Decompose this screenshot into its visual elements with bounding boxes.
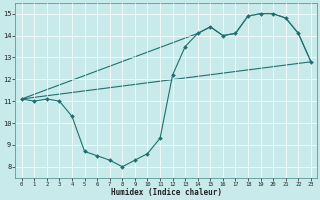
X-axis label: Humidex (Indice chaleur): Humidex (Indice chaleur) [111,188,222,197]
